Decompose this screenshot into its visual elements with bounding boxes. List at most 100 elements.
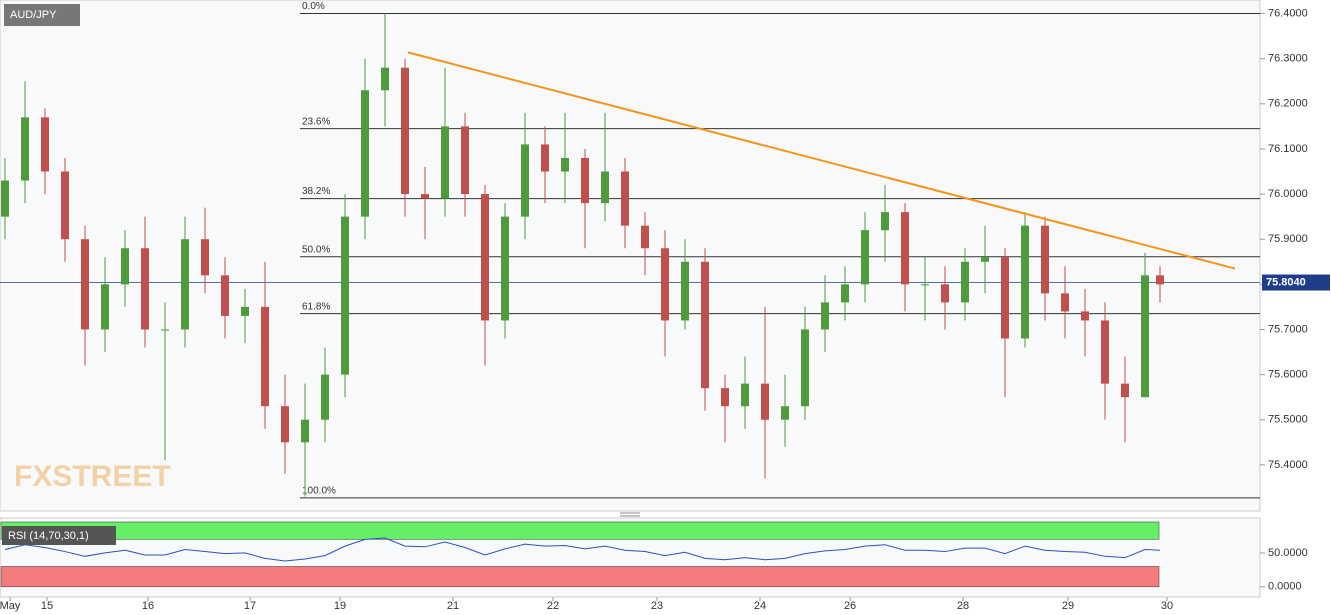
fib-label: 38.2% [302, 186, 330, 197]
x-tick-label: May [0, 600, 21, 612]
candle-body [81, 239, 89, 330]
candle-body [941, 284, 949, 303]
candle-body [561, 157, 569, 172]
last-price-label: 75.8040 [1266, 276, 1306, 288]
candle-body [21, 117, 29, 181]
candle-body [921, 284, 929, 286]
candle-body [1061, 293, 1069, 312]
fib-label: 100.0% [302, 485, 336, 496]
candle-body [401, 67, 409, 195]
candle-body [161, 329, 169, 331]
candle-body [201, 239, 209, 276]
x-tick-label: 24 [754, 600, 766, 612]
candle-body [1081, 311, 1089, 321]
candle-body [141, 248, 149, 330]
y-tick-label: 75.7000 [1268, 323, 1308, 335]
y-tick-label: 76.2000 [1268, 98, 1308, 110]
fib-label: 0.0% [302, 1, 325, 12]
y-tick-label: 75.6000 [1268, 369, 1308, 381]
candle-body [601, 171, 609, 204]
y-tick-label: 76.4000 [1268, 7, 1308, 19]
candle-body [421, 194, 429, 199]
rsi-label-box [2, 526, 116, 545]
candle-body [681, 261, 689, 321]
candle-body [461, 126, 469, 195]
candle-body [701, 261, 709, 389]
y-tick-label: 75.4000 [1268, 459, 1308, 471]
candle-body [441, 126, 449, 199]
candle-body [621, 171, 629, 226]
candle-body [101, 284, 109, 330]
rsi-title: RSI (14,70,30,1) [8, 530, 89, 542]
title-box [4, 4, 80, 26]
price-panel [0, 0, 1261, 512]
candle-body [41, 117, 49, 172]
candle-body [661, 248, 669, 321]
candle-body [1041, 225, 1049, 294]
candle-body [1001, 257, 1009, 339]
y-tick-label: 76.0000 [1268, 188, 1308, 200]
x-tick-label: 26 [844, 600, 856, 612]
candle-body [221, 275, 229, 316]
candle-body [581, 157, 589, 204]
y-tick-label: 50.0000 [1268, 547, 1308, 559]
fib-label: 61.8% [302, 301, 330, 312]
x-tick-label: 29 [1062, 600, 1074, 612]
candle-body [901, 212, 909, 285]
candle-body [181, 239, 189, 330]
candle-body [881, 212, 889, 231]
chart-title: AUD/JPY [10, 9, 57, 21]
x-tick-label: 30 [1161, 600, 1173, 612]
candle-body [761, 383, 769, 420]
oversold-band [0, 566, 1160, 588]
candle-body [521, 144, 529, 217]
candle-body [841, 284, 849, 303]
candle-body [1141, 275, 1149, 398]
y-tick-label: 76.3000 [1268, 53, 1308, 65]
candle-body [861, 230, 869, 285]
candle-body [981, 257, 989, 262]
candle-body [321, 374, 329, 420]
y-tick-label: 75.9000 [1268, 233, 1308, 245]
watermark: FXSTREET [14, 460, 171, 493]
y-tick-label: 75.5000 [1268, 414, 1308, 426]
overbought-band [0, 521, 1160, 540]
candle-body [1021, 225, 1029, 339]
candle-body [741, 383, 749, 407]
candle-body [281, 406, 289, 443]
candle-body [821, 302, 829, 330]
candle-body [541, 144, 549, 172]
last-price-box [1262, 274, 1330, 291]
x-tick-label: 16 [142, 600, 154, 612]
x-tick-label: 28 [957, 600, 969, 612]
x-tick-label: 22 [547, 600, 559, 612]
candle-body [481, 194, 489, 321]
candle-body [1156, 275, 1164, 285]
candle-body [1, 180, 9, 217]
candle-body [341, 216, 349, 375]
candle-body [641, 225, 649, 249]
candle-body [381, 67, 389, 91]
candle-body [361, 90, 369, 217]
x-tick-label: 19 [334, 600, 346, 612]
candle-body [241, 306, 249, 316]
x-tick-label: 17 [244, 600, 256, 612]
y-tick-label: 0.0000 [1268, 581, 1302, 593]
candle-body [121, 248, 129, 285]
candle-body [721, 388, 729, 407]
candle-body [801, 329, 809, 407]
candle-body [1121, 383, 1129, 398]
x-tick-label: 23 [651, 600, 663, 612]
candle-body [781, 406, 789, 420]
candle-body [961, 261, 969, 303]
candle-body [261, 306, 269, 407]
trendline [407, 51, 1236, 270]
fib-label: 23.6% [302, 116, 330, 127]
candle-body [1101, 320, 1109, 384]
candle-body [501, 216, 509, 321]
fib-label: 50.0% [302, 244, 330, 255]
x-tick-label: 15 [41, 600, 53, 612]
